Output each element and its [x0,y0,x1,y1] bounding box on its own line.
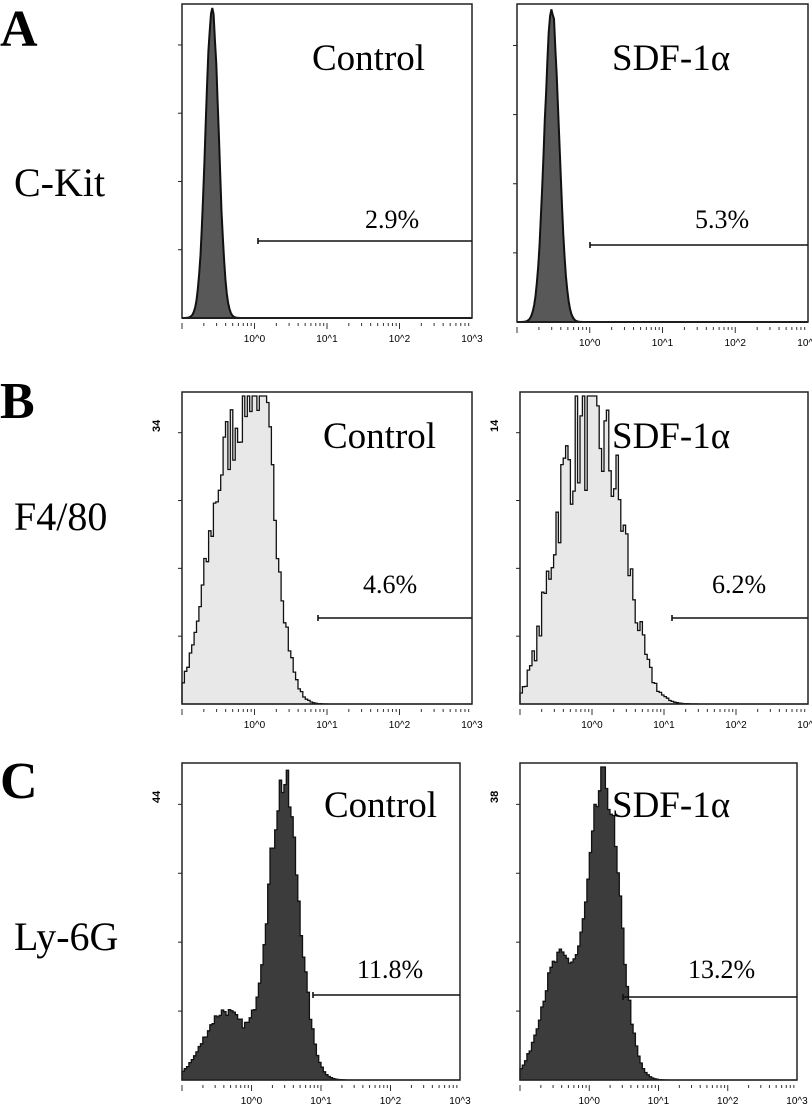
row-label-f480: F4/80 [14,494,107,539]
plot-frame [181,762,461,1081]
x-tick-label: 10^3 [461,334,483,345]
panel-letter-c: C [0,753,38,810]
x-tick-label: 10^2 [717,1096,739,1107]
x-tick-label: 10^3 [449,1096,471,1107]
histogram-panel-c-control: 10^0 10^1 10^2 10^3 44 11.8% Control [151,762,471,1107]
histogram-panel-a-sdf1a: 10^0 10^1 10^2 10^3 5.3% SDF-1α [513,3,812,349]
histogram-panel-c-sdf1a: 10^0 10^1 10^2 10^3 38 13.2% SDF-1α [489,762,808,1107]
plot-frame [516,3,809,323]
x-tick-label: 10^1 [648,1096,670,1107]
x-tick-label: 10^1 [316,334,338,345]
panel-letter-b: B [0,373,35,430]
x-tick-label: 10^0 [579,338,601,349]
gate-percent: 11.8% [357,955,423,984]
x-tick-label: 10^2 [389,720,411,731]
condition-label: SDF-1α [612,38,730,79]
x-tick-label: 10^0 [244,720,266,731]
x-tick-label: 10^0 [581,720,603,731]
gate-percent: 5.3% [695,205,749,234]
gate-percent: 13.2% [688,955,755,984]
y-max-label: 38 [489,791,501,803]
gate-percent: 4.6% [363,570,417,599]
histogram-panel-b-control: 10^0 10^1 10^2 10^3 34 4.6% Control [151,391,483,731]
x-tick-label: 10^1 [652,338,674,349]
gate-percent: 2.9% [365,205,419,234]
x-tick-label: 10^3 [461,720,483,731]
plot-frame [181,3,473,319]
condition-label: Control [324,785,437,826]
x-tick-label: 10^3 [786,1096,808,1107]
y-max-label: 14 [489,419,501,432]
gate-percent: 6.2% [712,570,766,599]
x-tick-label: 10^0 [244,334,266,345]
histogram-panel-a-control: 10^0 10^1 10^2 10^3 2.9% Control [178,3,483,345]
plot-frame [519,762,798,1081]
condition-label: Control [323,416,436,457]
row-label-ckit: C-Kit [14,160,105,205]
plot-frame [519,391,809,705]
condition-label: SDF-1α [612,785,730,826]
condition-label: Control [312,38,425,79]
condition-label: SDF-1α [612,416,730,457]
x-tick-label: 10^3 [797,338,812,349]
x-tick-label: 10^2 [725,338,747,349]
x-tick-label: 10^2 [389,334,411,345]
x-tick-label: 10^1 [310,1096,332,1107]
panel-letter-a: A [0,1,38,58]
y-max-label: 44 [151,790,163,803]
row-label-ly6g: Ly-6G [14,914,118,959]
plot-frame [181,391,473,705]
x-tick-label: 10^0 [241,1096,263,1107]
x-tick-label: 10^2 [725,720,747,731]
histogram-panel-b-sdf1a: 10^0 10^1 10^2 10^3 14 6.2% SDF-1α [489,391,812,731]
x-tick-label: 10^0 [579,1096,601,1107]
x-tick-label: 10^1 [653,720,675,731]
x-tick-label: 10^2 [380,1096,402,1107]
x-tick-label: 10^3 [797,720,812,731]
x-tick-label: 10^1 [316,720,338,731]
y-max-label: 34 [151,419,163,432]
